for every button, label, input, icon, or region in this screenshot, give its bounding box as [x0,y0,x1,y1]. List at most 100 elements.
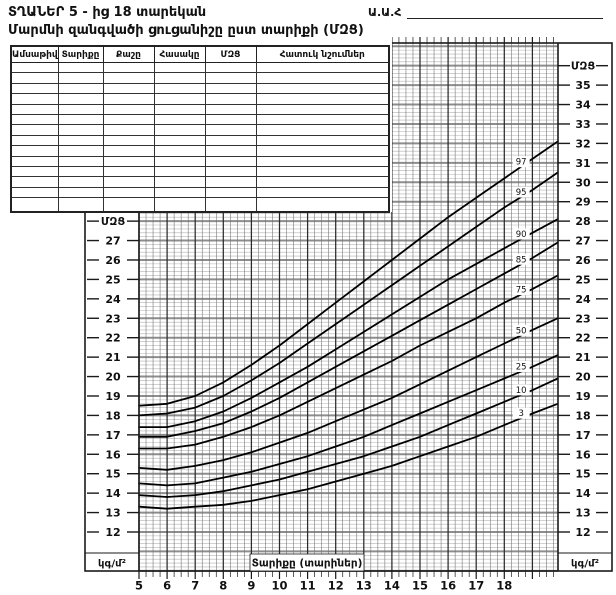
y-tick-left-23: 23 [105,312,120,325]
empty-cell [102,113,155,126]
empty-cell [102,145,155,157]
empty-cell [102,124,155,136]
table-row [10,61,390,74]
empty-cell [204,176,257,188]
empty-cell [255,61,390,74]
y-unit-right: կգ/մ² [571,559,599,570]
y-tick-left-15: 15 [105,468,120,481]
curve-label-box [512,384,530,396]
x-tick-6: 6 [163,579,171,593]
empty-cell [57,82,104,95]
percentile-curve-3 [138,402,559,510]
y-tick-right-12: 12 [575,526,590,539]
empty-cell [153,103,206,115]
empty-cell [204,186,257,199]
empty-cell [255,155,390,167]
empty-cell [102,82,155,95]
table-row [10,186,390,199]
empty-cell [255,197,390,213]
y-tick-left-19: 19 [105,390,120,403]
empty-cell [57,103,104,115]
empty-cell [153,176,206,188]
y-tick-left-13: 13 [105,507,120,520]
empty-cell [57,93,104,105]
table-row [10,155,390,167]
empty-cell [57,61,104,74]
y-tick-left-26: 26 [105,254,121,267]
empty-cell [10,145,59,157]
y-tick-right-17: 17 [575,429,590,442]
empty-cell [10,134,59,147]
curve-label-97: 97 [516,158,527,168]
empty-cell [102,165,155,178]
empty-cell [255,145,390,157]
empty-cell [204,113,257,126]
empty-cell [204,61,257,74]
empty-cell [102,93,155,105]
empty-cell [255,82,390,95]
empty-cell [255,113,390,126]
empty-cell [10,176,59,188]
empty-cell [255,176,390,188]
empty-cell [153,186,206,199]
empty-cell [102,155,155,167]
curve-label-85: 85 [516,255,527,265]
empty-cell [153,82,206,95]
y-tick-left-12: 12 [105,526,120,539]
empty-cell [10,103,59,115]
x-axis-title: Տարիքը (տարիներ) [252,558,363,570]
empty-cell [57,197,104,213]
empty-cell [10,124,59,136]
empty-cell [102,72,155,84]
table-row [10,72,390,84]
table-row [10,176,390,188]
curve-label-10: 10 [516,386,527,396]
empty-cell [10,72,59,84]
empty-cell [204,82,257,95]
name-field-label: Ա.Ա.Հ [368,6,402,19]
curve-label-box [512,253,530,265]
y-tick-left-27: 27 [105,235,120,248]
y-tick-right-26: 26 [575,254,591,267]
x-tick-11: 11 [300,579,316,593]
empty-cell [102,176,155,188]
empty-cell [102,197,155,213]
empty-cell [204,145,257,157]
y-tick-right-27: 27 [575,235,590,248]
curve-label-50: 50 [516,326,527,336]
table-row [10,124,390,136]
empty-cell [57,165,104,178]
x-tick-17: 17 [468,579,484,593]
percentile-curve-50 [138,317,559,471]
empty-cell [204,72,257,84]
y-tick-left-21: 21 [105,351,120,364]
y-tick-right-18: 18 [575,409,590,422]
empty-cell [153,145,206,157]
empty-cell [102,134,155,147]
curve-label-box [512,324,530,336]
empty-cell [10,165,59,178]
x-tick-12: 12 [328,579,344,593]
y-tick-right-28: 28 [575,215,590,228]
empty-cell [153,134,206,147]
y-tick-right-35: 35 [575,79,590,92]
empty-cell [10,155,59,167]
y-tick-left-24: 24 [105,293,121,306]
percentile-curve-95 [138,171,559,417]
name-field-blank-line [407,6,604,19]
curve-label-3: 3 [518,409,523,419]
curve-label-box [512,156,530,168]
col-header-weight: Քաշը [102,45,155,63]
table-row [10,165,390,178]
empty-cell [255,72,390,84]
y-tick-left-16: 16 [105,448,121,461]
y-tick-right-33: 33 [575,118,590,131]
table-row [10,113,390,126]
percentile-curve-25 [138,354,559,487]
table-row [10,134,390,147]
curve-label-box [512,284,530,296]
y-tick-right-29: 29 [575,196,590,209]
empty-cell [57,176,104,188]
x-tick-16: 16 [440,579,456,593]
